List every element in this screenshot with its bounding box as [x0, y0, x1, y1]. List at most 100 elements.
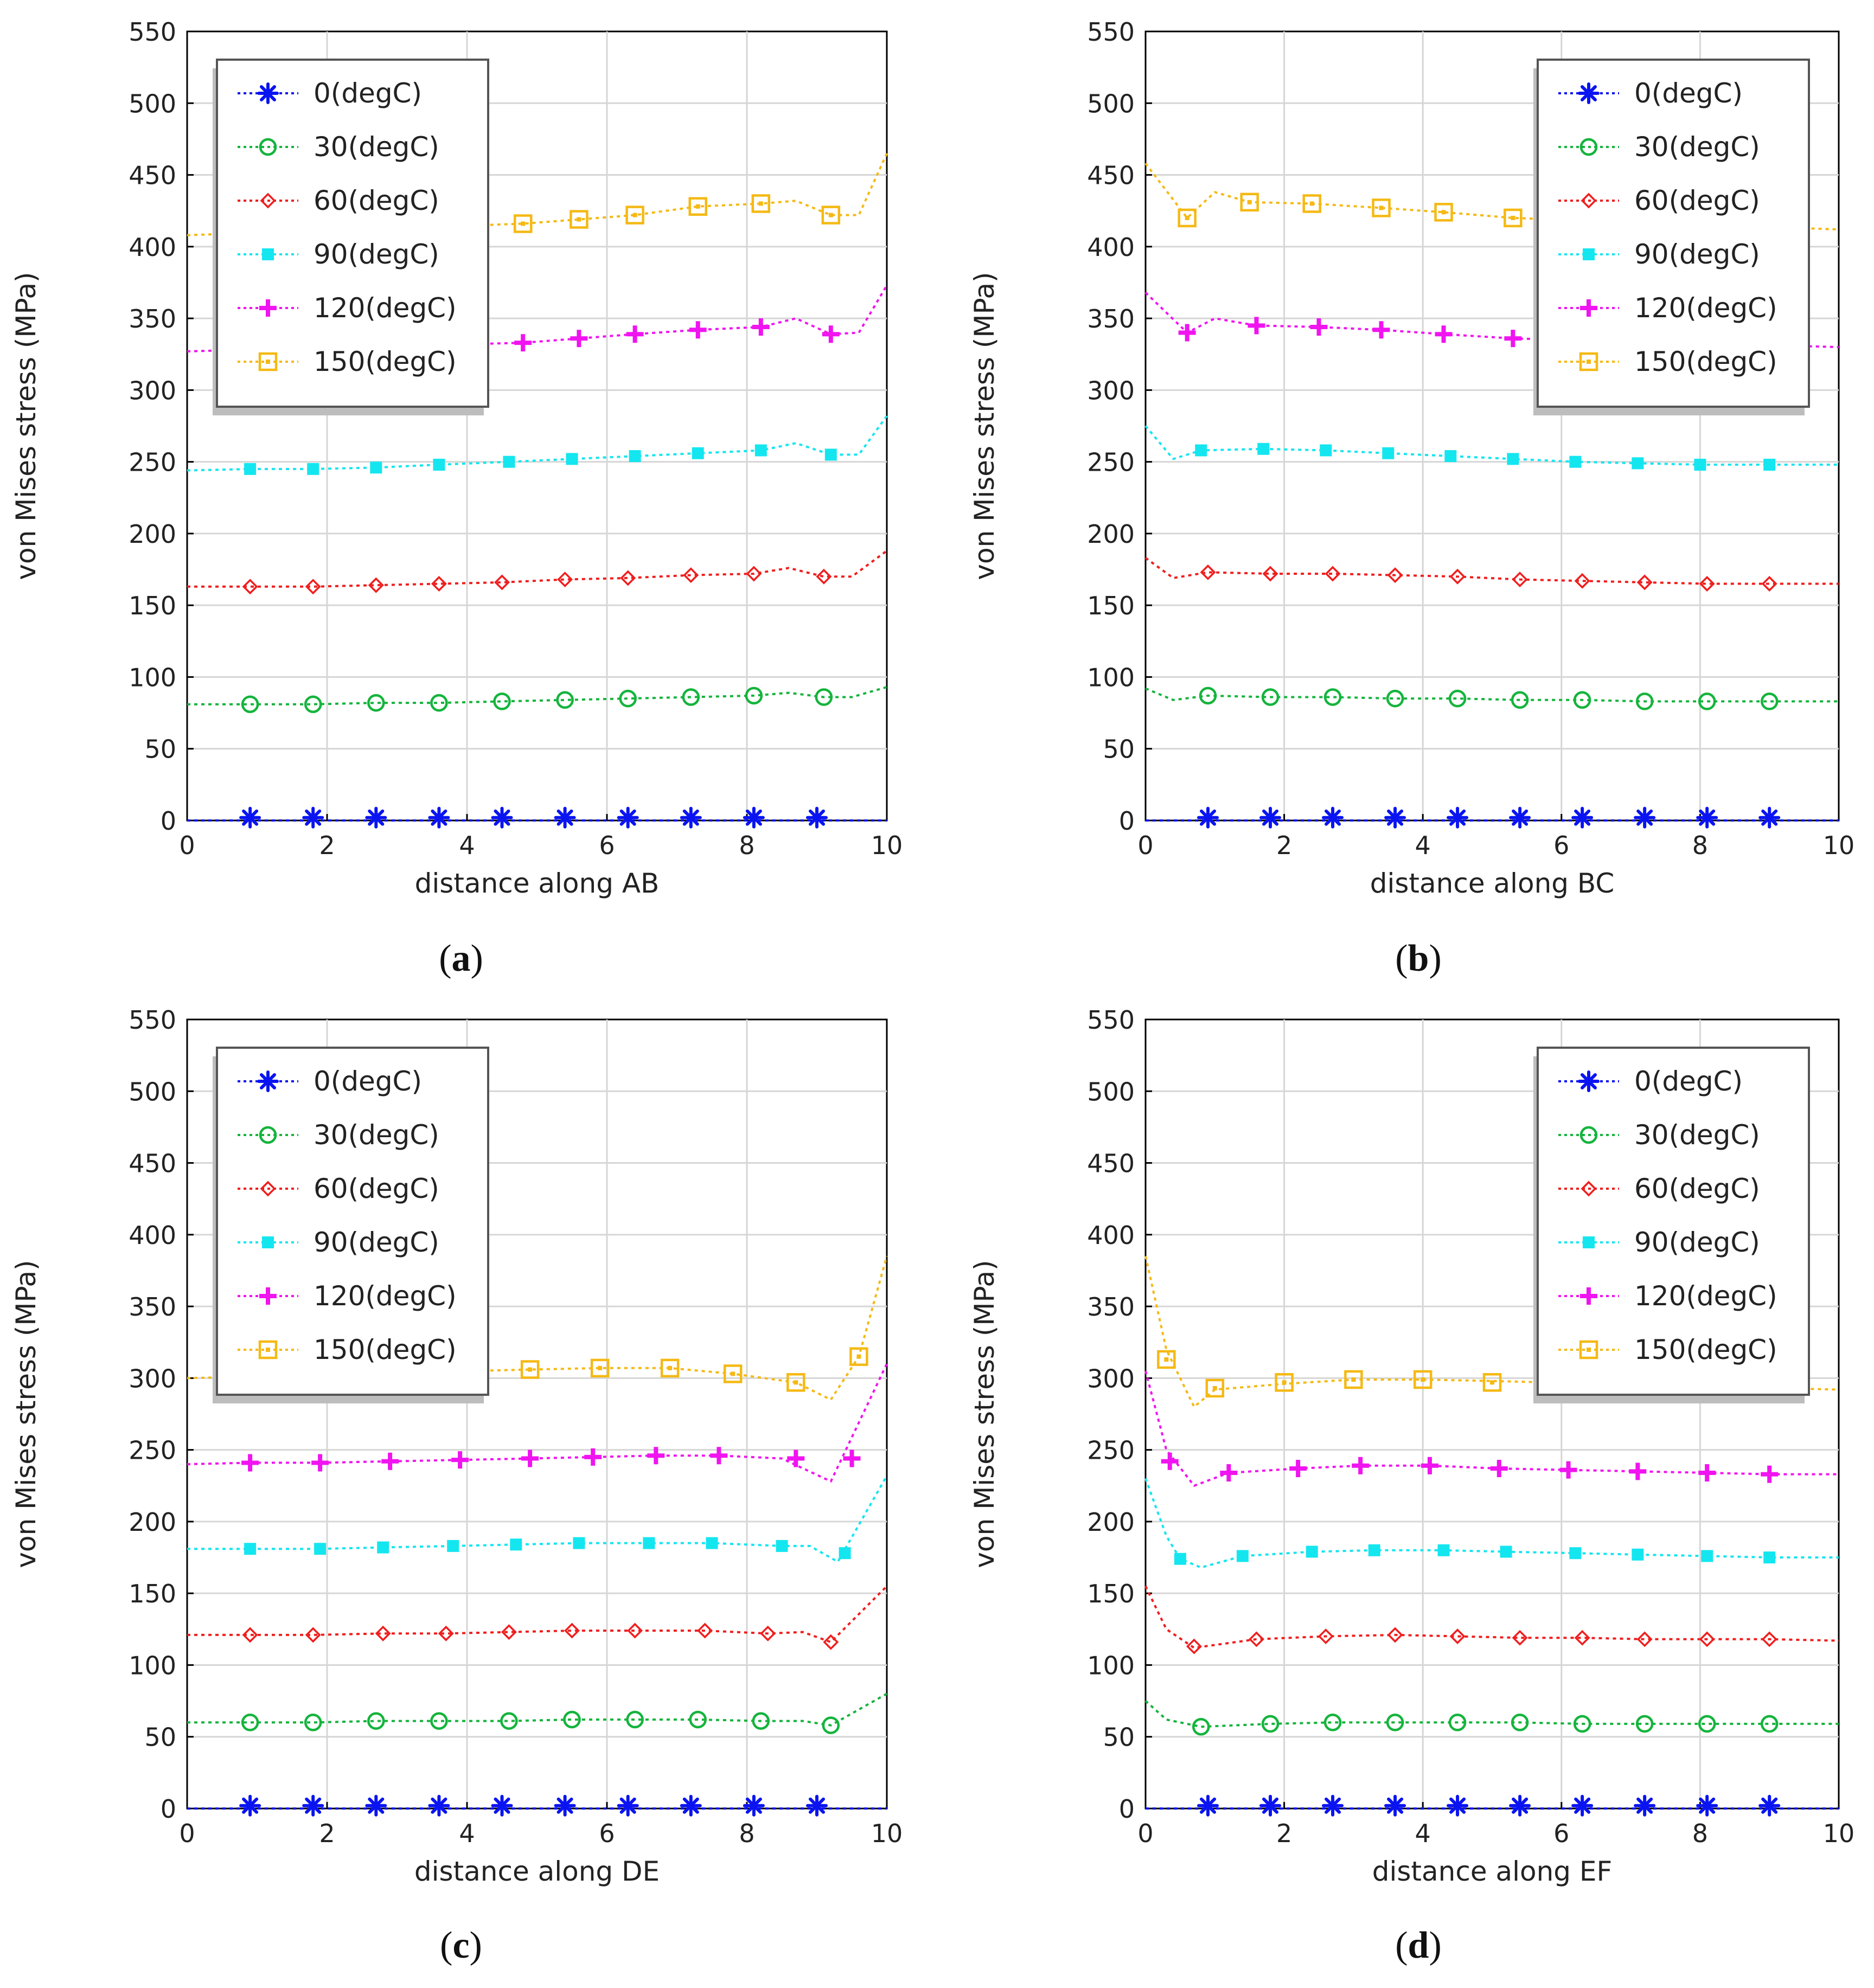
series-60-degc-marker — [1699, 576, 1715, 592]
legend: 0(degC) 30(degC) 60(degC) 90(degC) 120(degC)… — [1533, 1047, 1810, 1403]
series-0-degc-marker — [806, 1794, 828, 1817]
series-150-degc-marker-dot — [1351, 1377, 1356, 1382]
series-0-degc-marker-stroke — [1449, 1797, 1466, 1814]
series-150-degc-marker-dot — [828, 213, 833, 217]
series-150-degc-marker-dot — [1490, 1380, 1494, 1385]
legend-entry-60-degc-marker — [260, 1181, 276, 1197]
series-90-degc-marker — [566, 453, 578, 465]
series-0-degc-marker — [428, 806, 450, 829]
series-90-degc-marker — [1694, 458, 1706, 471]
series-60-degc-marker — [683, 567, 699, 583]
y-tick-label: 0 — [1119, 1794, 1135, 1824]
legend-entry-120-degc-label: 120(degC) — [1634, 292, 1777, 324]
x-tick-label: 10 — [871, 1819, 903, 1848]
series-60-degc-marker — [1317, 1628, 1334, 1645]
legend-entry-60-degc-label: 60(degC) — [1634, 185, 1760, 216]
legend-entry-30-degc: 30(degC) — [1558, 131, 1760, 163]
series-90-degc-marker — [370, 461, 382, 474]
caption-close-paren: ) — [470, 1925, 482, 1966]
series-group — [187, 1255, 888, 1817]
series-90-degc-line — [1144, 1478, 1839, 1569]
legend-entry-0-degc-marker-stroke — [1580, 85, 1597, 102]
legend-entry-120-degc-marker — [1580, 299, 1597, 317]
series-90-degc-marker — [314, 1543, 327, 1555]
series-60-degc-marker — [242, 579, 258, 595]
series-60-degc — [187, 550, 888, 595]
series-30-degc-marker — [1448, 1714, 1467, 1732]
legend-box — [1537, 59, 1810, 408]
panel-b: 0 2 4 6 8 10050100150200250300350400450500550… — [969, 17, 1854, 979]
y-tick-label: 0 — [161, 806, 176, 836]
series-60-degc-line — [187, 550, 888, 588]
y-tick-label: 300 — [1087, 376, 1135, 405]
series-90-degc-marker — [1257, 443, 1270, 455]
series-90-degc-marker — [1444, 450, 1457, 463]
series-60-degc-marker — [305, 1627, 321, 1643]
series-0-degc-marker — [1758, 806, 1781, 829]
x-tick-label: 6 — [1553, 831, 1569, 860]
series-0-degc-marker-stroke — [305, 809, 322, 826]
series-90-degc-line — [187, 415, 888, 472]
series-30-degc-line — [187, 686, 887, 706]
series-90-degc-marker — [1763, 458, 1776, 471]
legend-entry-90-degc-marker — [1583, 248, 1595, 260]
series-60-degc-line — [1144, 557, 1839, 585]
x-tick-label: 2 — [1276, 831, 1292, 860]
series-90-degc-marker — [510, 1538, 522, 1551]
series-60-degc-marker — [501, 1624, 517, 1640]
series-60-degc-marker — [431, 576, 447, 592]
series-30-degc-marker — [1635, 1715, 1654, 1733]
legend-entry-30-degc: 30(degC) — [1558, 1119, 1760, 1151]
x-tick-label: 8 — [1692, 831, 1708, 860]
y-tick-label: 200 — [1087, 1508, 1135, 1537]
legend-entry-120-degc-label: 120(degC) — [314, 292, 457, 324]
series-0-degc — [1146, 1794, 1839, 1817]
y-tick-label: 50 — [144, 1723, 176, 1752]
series-120-degc-marker — [311, 1454, 329, 1472]
series-150-degc-marker — [1372, 198, 1391, 217]
series-120-degc-marker — [1490, 1460, 1508, 1478]
series-120-degc-marker — [1178, 324, 1196, 342]
x-tick-label: 4 — [1415, 831, 1431, 860]
series-0-degc-marker-stroke — [1387, 1797, 1404, 1814]
legend-entry-0-degc-label: 0(degC) — [1634, 78, 1743, 109]
series-60-degc-marker — [1761, 1631, 1777, 1647]
legend-entry-0-degc: 0(degC) — [1558, 78, 1743, 109]
series-30-degc-marker — [430, 1712, 448, 1730]
series-0-degc-marker — [239, 1794, 261, 1817]
series-0-degc-marker — [1259, 1794, 1282, 1817]
series-150-degc-marker-dot — [1282, 1380, 1287, 1385]
series-150-degc-marker-dot — [668, 1365, 673, 1370]
y-tick-label: 150 — [1087, 1579, 1135, 1608]
legend-entry-90-degc-label: 90(degC) — [1634, 1227, 1760, 1258]
series-60-degc-marker — [1512, 1630, 1528, 1646]
y-tick-label: 100 — [129, 663, 176, 692]
series-0-degc-marker-stroke — [619, 1797, 636, 1814]
y-tick-label: 150 — [129, 1579, 176, 1608]
series-0-degc-marker-stroke — [368, 809, 385, 826]
series-0-degc-marker-stroke — [242, 809, 259, 826]
series-150-degc-marker — [513, 214, 533, 233]
legend-entry-120-degc-marker — [259, 1287, 277, 1305]
legend-entry-90-degc-marker — [1583, 1236, 1595, 1248]
series-0-degc-marker-stroke — [1574, 809, 1591, 826]
legend-entry-60-degc-label: 60(degC) — [314, 185, 439, 216]
series-30-degc-marker — [500, 1712, 518, 1730]
series-150-degc-marker — [590, 1358, 610, 1378]
panel-caption: (b) — [1395, 938, 1442, 979]
series-60-degc-marker — [1387, 1627, 1403, 1643]
series-120-degc-marker — [647, 1447, 665, 1465]
legend-entry-120-degc: 120(degC) — [238, 292, 457, 324]
series-150-degc-marker — [751, 194, 771, 213]
series-120-degc-marker — [1310, 318, 1328, 336]
series-120-degc-marker — [787, 1450, 805, 1467]
series-0-degc-marker — [1509, 1794, 1531, 1817]
legend-entry-30-degc: 30(degC) — [238, 1119, 439, 1151]
series-150-degc-marker-dot — [1379, 206, 1384, 210]
series-0-degc-marker — [1571, 806, 1594, 829]
series-60-degc-marker — [375, 1625, 391, 1641]
y-tick-label: 350 — [1087, 1292, 1135, 1322]
y-tick-label: 200 — [1087, 520, 1135, 549]
series-0-degc-marker-stroke — [1199, 1797, 1217, 1814]
series-90-degc-marker — [433, 458, 445, 471]
